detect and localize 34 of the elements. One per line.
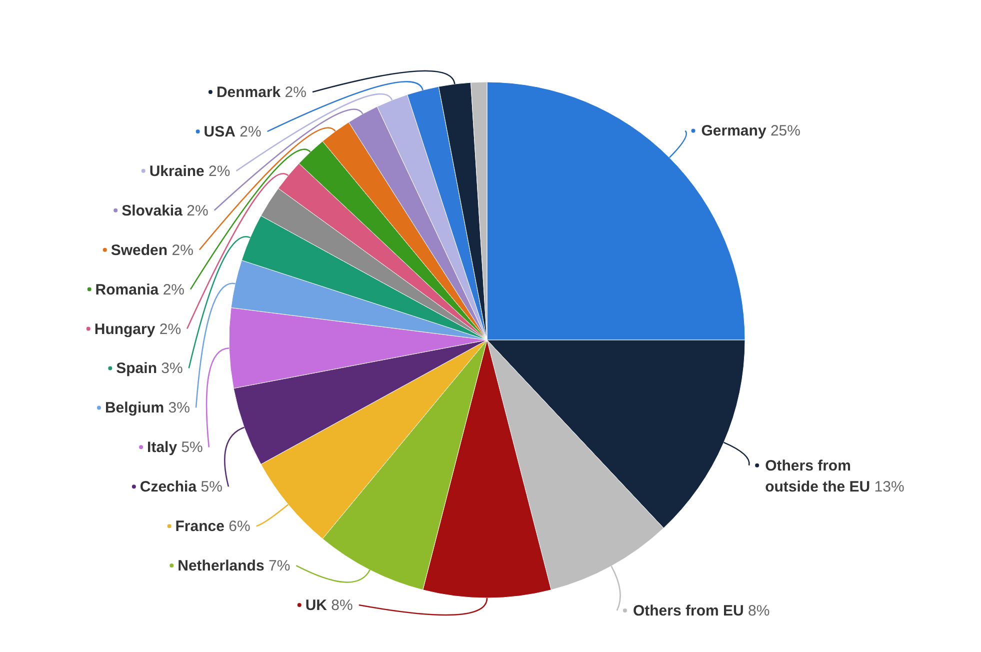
data-label: 5%	[196, 478, 222, 496]
legend-label: USA	[204, 123, 236, 140]
legend-label: Others from outside the EU	[765, 457, 870, 496]
legend-label: UK	[305, 597, 328, 614]
data-label: 5%	[177, 439, 203, 456]
data-label: 2%	[158, 281, 185, 298]
data-label: 2%	[280, 84, 307, 101]
data-label: 2%	[168, 242, 194, 259]
legend-label: Denmark	[216, 84, 281, 101]
legend-label: Belgium	[104, 400, 164, 417]
data-label: 3%	[157, 360, 183, 378]
data-label: 8%	[327, 597, 353, 614]
legend-label: Slovakia	[122, 202, 182, 220]
legend-label: Spain	[116, 360, 157, 378]
data-label: 6%	[224, 518, 250, 536]
data-label: 2%	[155, 320, 182, 338]
legend-label: Germany	[701, 122, 766, 140]
data-label: 8%	[744, 602, 770, 620]
data-label: 2%	[182, 202, 208, 220]
legend-label: Romania	[95, 281, 159, 298]
data-label: 13%	[870, 478, 904, 496]
legend-label: Italy	[147, 439, 178, 456]
legend-label: Sweden	[110, 242, 168, 259]
legend-label: France	[175, 518, 224, 536]
legend-label: Hungary	[94, 320, 156, 338]
data-label: 25%	[766, 122, 801, 140]
data-label: 2%	[235, 123, 262, 140]
data-label: 2%	[204, 162, 230, 180]
legend-label: Others from EU	[632, 602, 744, 620]
legend-label: Ukraine	[149, 162, 204, 180]
data-label: 7%	[264, 558, 290, 575]
legend-label: Netherlands	[178, 558, 264, 575]
legend-label: Czechia	[140, 478, 197, 496]
data-label: 3%	[164, 400, 190, 417]
